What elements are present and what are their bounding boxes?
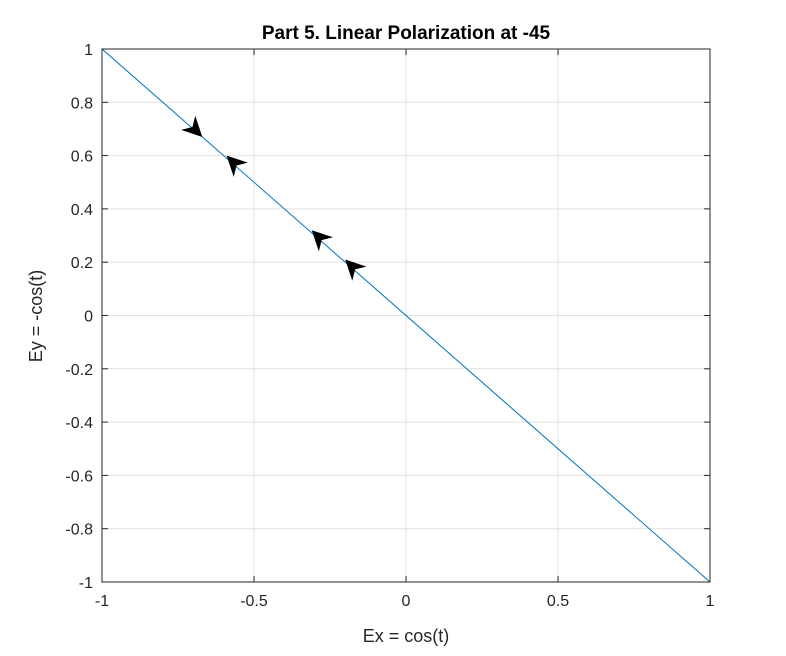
- x-tick-label: 0: [402, 593, 411, 610]
- y-tick-label: -0.2: [65, 362, 93, 379]
- x-axis-label: Ex = cos(t): [363, 626, 450, 646]
- y-axis-label: Ey = -cos(t): [26, 270, 46, 363]
- x-tick-label: 1: [706, 593, 715, 610]
- y-tick-label: -0.6: [65, 468, 93, 485]
- y-tick-label: -0.4: [65, 415, 93, 432]
- y-tick-label: 1: [84, 42, 93, 59]
- y-tick-labels: -1 -0.8 -0.6 -0.4 -0.2 0 0.2 0.4 0.6 0.8 1: [65, 42, 93, 592]
- y-tick-label: 0.2: [71, 255, 93, 272]
- direction-arrow: [345, 259, 367, 281]
- direction-arrow: [226, 155, 248, 177]
- y-tick-label: -1: [79, 575, 93, 592]
- axis-ticks: [101, 48, 711, 583]
- series-line: [101, 48, 711, 583]
- x-tick-labels: -1 -0.5 0 0.5 1: [95, 593, 715, 610]
- y-tick-label: 0.4: [71, 202, 93, 219]
- y-tick-label: 0: [84, 309, 93, 326]
- x-tick-label: -0.5: [240, 593, 268, 610]
- y-tick-label: -0.8: [65, 522, 93, 539]
- y-tick-label: 0.8: [71, 95, 93, 112]
- x-tick-label: 0.5: [547, 593, 569, 610]
- chart-title: Part 5. Linear Polarization at -45: [262, 23, 551, 44]
- y-tick-label: 0.6: [71, 149, 93, 166]
- x-tick-label: -1: [95, 593, 109, 610]
- series-layer: [101, 48, 711, 583]
